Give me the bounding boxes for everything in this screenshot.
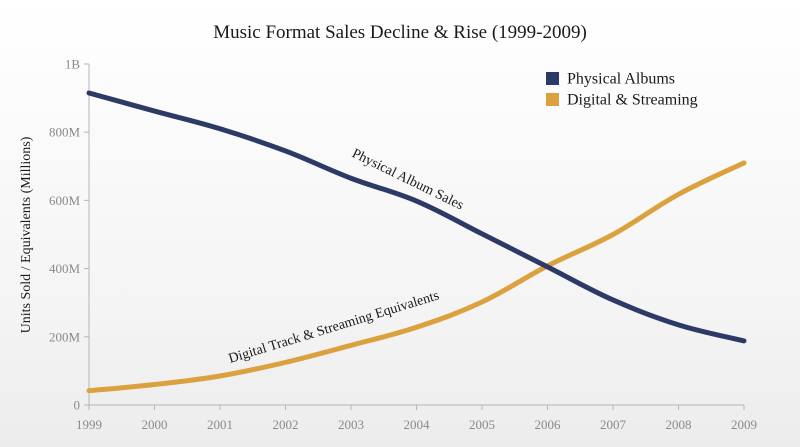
legend-label: Physical Albums <box>567 71 675 88</box>
y-tick-label: 400M <box>49 261 81 276</box>
x-tick-label: 2006 <box>535 417 562 432</box>
x-tick-label: 1999 <box>76 417 102 432</box>
series-layer <box>86 90 747 394</box>
y-axis: 0 200M 400M 600M 800M 1B <box>49 57 90 413</box>
annotation-physical-album-sales: Physical Album Sales <box>349 146 465 213</box>
x-tick-label: 2005 <box>469 417 495 432</box>
series-line-physical-albums <box>86 90 747 344</box>
y-tick-label: 600M <box>49 193 81 208</box>
x-tick-label: 2001 <box>207 417 233 432</box>
x-tick-label: 2009 <box>731 417 757 432</box>
y-tick-label: 200M <box>49 329 81 344</box>
legend-swatch <box>546 93 559 106</box>
chart-title: Music Format Sales Decline & Rise (1999-… <box>213 22 587 43</box>
x-tick-label: 2003 <box>338 417 364 432</box>
series-line-digital-streaming <box>86 160 747 394</box>
x-axis: 1999 2000 2001 2002 2003 2004 2005 2006 2007 2008… <box>76 404 757 432</box>
y-axis-title: Units Sold / Equivalents (Millions) <box>19 136 34 333</box>
legend-label: Digital & Streaming <box>567 92 698 109</box>
x-tick-label: 2008 <box>666 417 692 432</box>
x-tick-label: 2002 <box>273 417 299 432</box>
legend: Physical Albums Digital & Streaming <box>546 71 698 109</box>
y-tick-label: 1B <box>65 57 81 72</box>
x-tick-label: 2000 <box>142 417 168 432</box>
y-tick-label: 800M <box>49 125 81 140</box>
y-tick-label: 0 <box>74 398 81 413</box>
x-tick-label: 2007 <box>600 417 627 432</box>
x-tick-label: 2004 <box>404 417 431 432</box>
legend-swatch <box>546 72 559 85</box>
